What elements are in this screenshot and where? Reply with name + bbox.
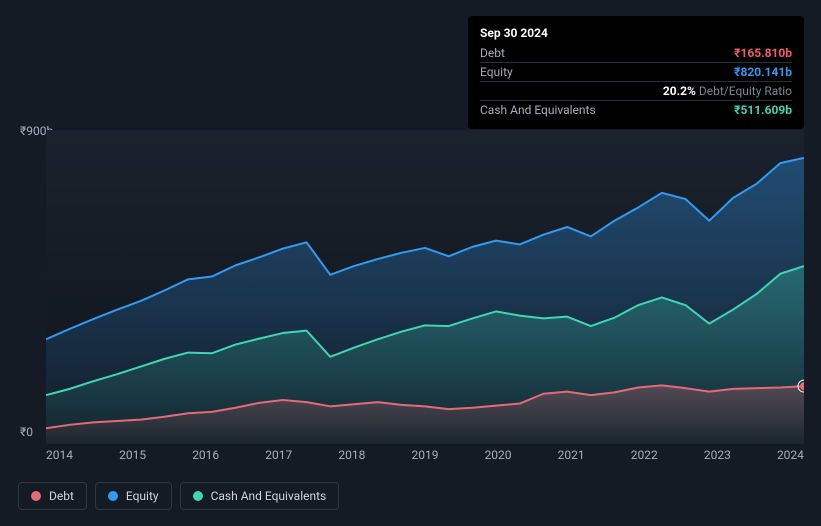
x-tick-label: 2018 [338,448,365,462]
legend-dot [193,491,203,501]
legend-item-equity[interactable]: Equity [95,482,172,510]
tooltip-panel: Sep 30 2024 Debt ₹165.810b Equity ₹820.1… [468,16,804,129]
tooltip-row-cash: Cash And Equivalents ₹511.609b [480,100,792,119]
legend-label: Equity [126,489,159,503]
legend-dot [31,491,41,501]
tooltip-value: ₹820.141b [734,65,792,79]
x-tick-label: 2023 [704,448,731,462]
tooltip-row-equity: Equity ₹820.141b [480,62,792,81]
legend-dot [108,491,118,501]
x-tick-label: 2021 [558,448,585,462]
tooltip-value: ₹511.609b [734,103,792,117]
tooltip-label: Debt [480,46,505,60]
y-axis-min-label: ₹0 [20,425,33,439]
legend: Debt Equity Cash And Equivalents [18,482,339,510]
x-tick-label: 2016 [192,448,219,462]
x-tick-label: 2015 [119,448,146,462]
x-tick-label: 2022 [631,448,658,462]
legend-item-cash[interactable]: Cash And Equivalents [180,482,340,510]
x-tick-label: 2020 [485,448,512,462]
tooltip-label: Cash And Equivalents [480,103,596,117]
legend-label: Cash And Equivalents [211,489,327,503]
x-tick-label: 2024 [777,448,804,462]
tooltip-row-debt: Debt ₹165.810b [480,44,792,62]
tooltip-value: ₹165.810b [734,46,792,60]
tooltip-label: Equity [480,65,513,79]
area-chart[interactable] [46,130,804,444]
x-axis-labels: 2014 2015 2016 2017 2018 2019 2020 2021 2022 2023… [46,448,804,462]
tooltip-row-ratio: 20.2% Debt/Equity Ratio [480,81,792,100]
x-tick-label: 2017 [265,448,292,462]
legend-item-debt[interactable]: Debt [18,482,87,510]
tooltip-date: Sep 30 2024 [480,26,792,40]
x-tick-label: 2014 [46,448,73,462]
tooltip-ratio: 20.2% Debt/Equity Ratio [663,84,792,98]
x-tick-label: 2019 [411,448,438,462]
legend-label: Debt [49,489,74,503]
